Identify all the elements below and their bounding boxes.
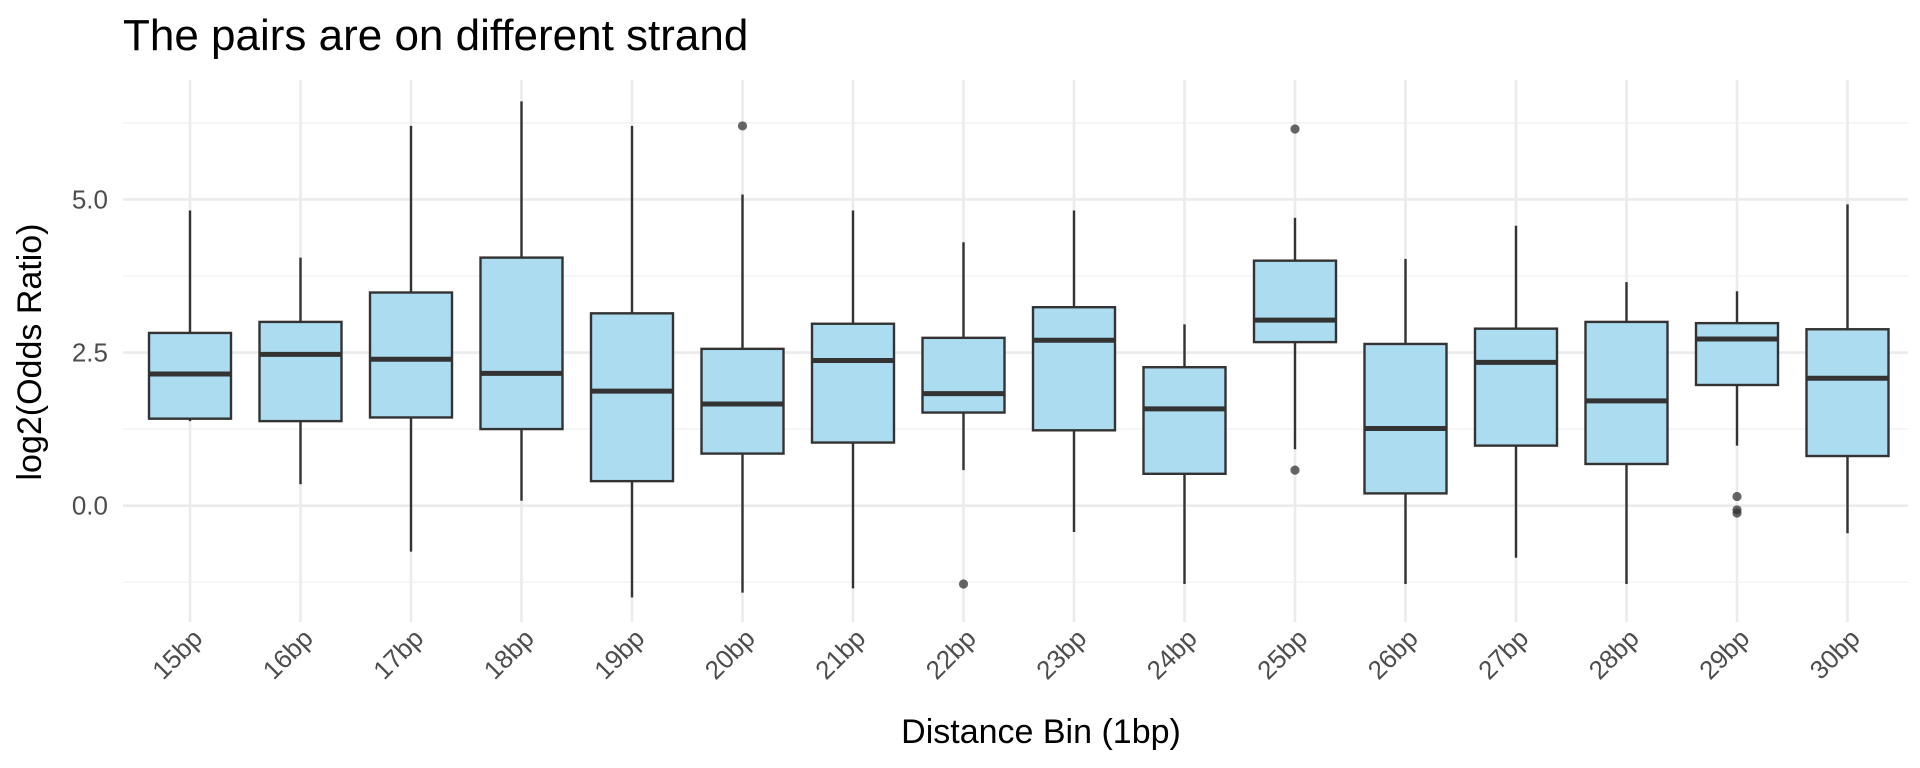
chart-title: The pairs are on different strand <box>123 11 748 60</box>
box-18bp <box>479 101 564 501</box>
iqr-box <box>1142 366 1227 475</box>
y-tick-label: 0.0 <box>72 491 108 521</box>
iqr-box <box>368 291 454 419</box>
outlier-point <box>1290 124 1300 134</box>
box-15bp <box>147 210 233 422</box>
x-tick-label: 17bp <box>367 623 429 685</box>
y-tick-label: 2.5 <box>72 338 108 368</box>
x-tick-label: 30bp <box>1804 623 1866 685</box>
x-tick-label: 18bp <box>478 623 540 685</box>
x-tick-label: 27bp <box>1472 623 1534 685</box>
outlier-point <box>737 121 748 131</box>
box-21bp <box>810 210 896 589</box>
boxes <box>147 101 1890 598</box>
iqr-box <box>258 320 343 423</box>
iqr-box <box>589 312 675 483</box>
box-16bp <box>258 257 343 485</box>
box-29bp <box>1694 291 1780 518</box>
box-30bp <box>1805 204 1890 534</box>
x-tick-label: 26bp <box>1362 623 1424 685</box>
x-tick-label: 16bp <box>257 623 319 685</box>
iqr-box <box>1584 320 1669 466</box>
y-axis-title: log2(Odds Ratio) <box>11 223 49 480</box>
box-23bp <box>1031 210 1117 532</box>
box-17bp <box>368 125 454 552</box>
x-tick-label: 24bp <box>1141 623 1203 685</box>
box-20bp <box>700 121 785 593</box>
outlier-point <box>1732 491 1742 502</box>
box-26bp <box>1363 258 1448 585</box>
box-25bp <box>1252 124 1338 475</box>
iqr-box <box>1252 259 1338 344</box>
iqr-box <box>921 336 1006 414</box>
iqr-box <box>1031 306 1117 432</box>
iqr-box <box>810 322 896 444</box>
x-tick-label: 19bp <box>588 623 650 685</box>
box-19bp <box>589 125 675 598</box>
iqr-box <box>1363 342 1448 495</box>
box-28bp <box>1584 282 1669 585</box>
iqr-box <box>1805 328 1890 458</box>
box-22bp <box>921 242 1006 589</box>
x-tick-label: 29bp <box>1693 623 1755 685</box>
x-tick-label: 22bp <box>920 623 982 685</box>
outlier-point <box>958 579 969 589</box>
x-tick-label: 23bp <box>1030 623 1092 685</box>
x-axis-title: Distance Bin (1bp) <box>901 713 1181 751</box>
iqr-box <box>1473 327 1559 447</box>
box-24bp <box>1142 324 1227 585</box>
iqr-box <box>479 256 564 431</box>
x-tick-label: 15bp <box>146 623 208 685</box>
outlier-point <box>1290 465 1300 475</box>
x-tick-label: 20bp <box>699 623 761 685</box>
y-tick-label: 5.0 <box>72 184 108 214</box>
iqr-box <box>700 347 785 455</box>
x-tick-label: 25bp <box>1251 623 1313 685</box>
x-tick-label: 28bp <box>1583 623 1645 685</box>
box-27bp <box>1473 225 1559 558</box>
iqr-box <box>1694 321 1780 387</box>
outlier-point <box>1732 508 1742 518</box>
x-tick-label: 21bp <box>809 623 871 685</box>
